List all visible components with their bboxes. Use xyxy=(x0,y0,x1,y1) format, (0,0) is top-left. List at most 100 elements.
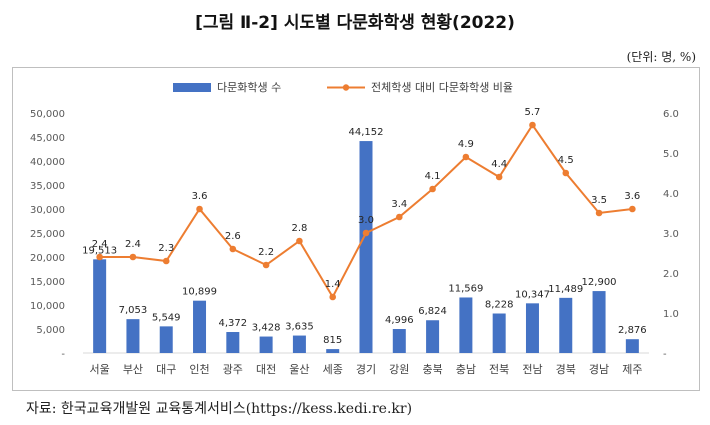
bar xyxy=(326,349,340,353)
left-tick-label: - xyxy=(61,349,65,360)
bar xyxy=(292,335,306,353)
category-label: 서울 xyxy=(90,363,110,376)
category-label: 경남 xyxy=(589,363,609,376)
category-label: 충남 xyxy=(456,363,476,376)
line-value-label: 2.2 xyxy=(258,247,274,258)
category-label: 세종 xyxy=(323,363,343,376)
source-note: 자료: 한국교육개발원 교육통계서비스(https://kess.kedi.re… xyxy=(26,401,413,417)
bar-value-label: 8,228 xyxy=(485,300,514,311)
left-tick-label: 20,000 xyxy=(30,253,65,264)
left-tick-label: 40,000 xyxy=(30,157,65,168)
right-tick-label: 3.0 xyxy=(663,229,679,240)
left-tick-label: 10,000 xyxy=(30,301,65,312)
bar xyxy=(559,297,573,353)
line-point xyxy=(196,205,203,213)
category-label: 대전 xyxy=(256,363,276,376)
line-point xyxy=(296,237,303,245)
figure-title: [그림 Ⅱ-2] 시도별 다문화학생 현황(2022) xyxy=(195,13,515,33)
bar-data-labels: 19,513 7,053 5,549 10,899 4,372 3,428 3,635 815… xyxy=(82,127,647,346)
line-point xyxy=(395,213,403,221)
bar-value-label: 11,569 xyxy=(448,283,483,294)
bar xyxy=(459,297,473,353)
bar xyxy=(492,313,506,353)
left-tick-label: 50,000 xyxy=(30,109,65,120)
bar xyxy=(359,141,373,353)
line-point xyxy=(595,209,603,217)
line-point xyxy=(529,121,536,129)
line-point xyxy=(462,153,470,161)
line-value-label: 2.4 xyxy=(92,239,108,250)
line-value-label: 2.6 xyxy=(225,231,241,242)
category-label: 전남 xyxy=(522,363,542,376)
chart-area: 다문화학생 수 전체학생 대비 다문화학생 비율 - 5,000 10,000 15,… xyxy=(12,67,700,391)
line-point xyxy=(429,185,436,193)
right-tick-label: 4.0 xyxy=(663,189,679,200)
left-tick-label: 25,000 xyxy=(30,229,65,240)
bar-value-label: 3,635 xyxy=(285,322,314,333)
bar-value-label: 7,053 xyxy=(119,305,148,316)
legend-line-marker xyxy=(342,84,350,91)
line-point xyxy=(262,261,270,269)
line-value-label: 3.6 xyxy=(192,191,208,202)
combo-chart: 다문화학생 수 전체학생 대비 다문화학생 비율 - 5,000 10,000 15,… xyxy=(30,81,679,376)
bar xyxy=(392,329,406,353)
left-tick-label: 45,000 xyxy=(30,133,65,144)
bar xyxy=(93,259,107,353)
bar-series xyxy=(93,141,639,353)
line-value-label: 4.1 xyxy=(425,171,441,182)
line-value-label: 2.3 xyxy=(158,243,174,254)
bar xyxy=(525,303,539,353)
left-tick-label: 5,000 xyxy=(36,325,65,336)
line-point xyxy=(562,169,570,177)
right-tick-label: 2.0 xyxy=(663,269,679,280)
bar xyxy=(159,326,173,353)
category-label: 대구 xyxy=(156,363,176,376)
line-point xyxy=(229,245,237,253)
line-value-label: 3.4 xyxy=(391,199,407,210)
bar xyxy=(625,339,639,353)
line-value-label: 2.4 xyxy=(125,239,141,250)
bar-value-label: 815 xyxy=(323,335,342,346)
line-value-label: 3.0 xyxy=(358,215,374,226)
legend: 다문화학생 수 전체학생 대비 다문화학생 비율 xyxy=(173,81,513,94)
bar-value-label: 10,899 xyxy=(182,287,217,298)
legend-line-label: 전체학생 대비 다문화학생 비율 xyxy=(371,81,513,94)
category-label: 울산 xyxy=(289,363,309,376)
right-axis: - 1.0 2.0 3.0 4.0 5.0 6.0 xyxy=(663,109,679,360)
category-label: 경기 xyxy=(356,363,376,376)
bar xyxy=(126,319,140,353)
line-point xyxy=(129,253,137,261)
legend-bar-label: 다문화학생 수 xyxy=(217,81,281,94)
right-tick-label: 1.0 xyxy=(663,309,679,320)
category-label: 강원 xyxy=(389,363,409,376)
line-value-label: 1.4 xyxy=(325,279,341,290)
legend-bar-swatch xyxy=(173,83,211,92)
bar xyxy=(426,320,440,353)
bar-value-label: 44,152 xyxy=(349,127,384,138)
line-point xyxy=(329,293,337,301)
line-value-label: 3.6 xyxy=(624,191,640,202)
bar xyxy=(259,336,273,353)
line-point xyxy=(495,173,503,181)
category-label: 전북 xyxy=(489,363,509,376)
line-value-label: 5.7 xyxy=(525,107,541,118)
line-point xyxy=(362,229,370,237)
bar-value-label: 19,513 xyxy=(82,245,117,256)
right-tick-label: 6.0 xyxy=(663,109,679,120)
line-point xyxy=(162,257,170,265)
bar xyxy=(226,332,240,353)
bar-value-label: 4,996 xyxy=(385,315,414,326)
right-tick-label: - xyxy=(663,349,667,360)
category-label: 제주 xyxy=(622,363,642,376)
left-tick-label: 35,000 xyxy=(30,181,65,192)
bar-value-label: 4,372 xyxy=(219,318,248,329)
line-value-label: 2.8 xyxy=(291,223,307,234)
bar-value-label: 5,549 xyxy=(152,312,181,323)
line-value-label: 4.4 xyxy=(491,159,507,170)
bar-value-label: 6,824 xyxy=(418,306,447,317)
bar xyxy=(193,300,207,353)
bar-value-label: 11,489 xyxy=(548,284,583,295)
category-label: 경북 xyxy=(556,363,576,376)
bar-value-label: 10,347 xyxy=(515,289,550,300)
category-label: 충북 xyxy=(422,363,442,376)
